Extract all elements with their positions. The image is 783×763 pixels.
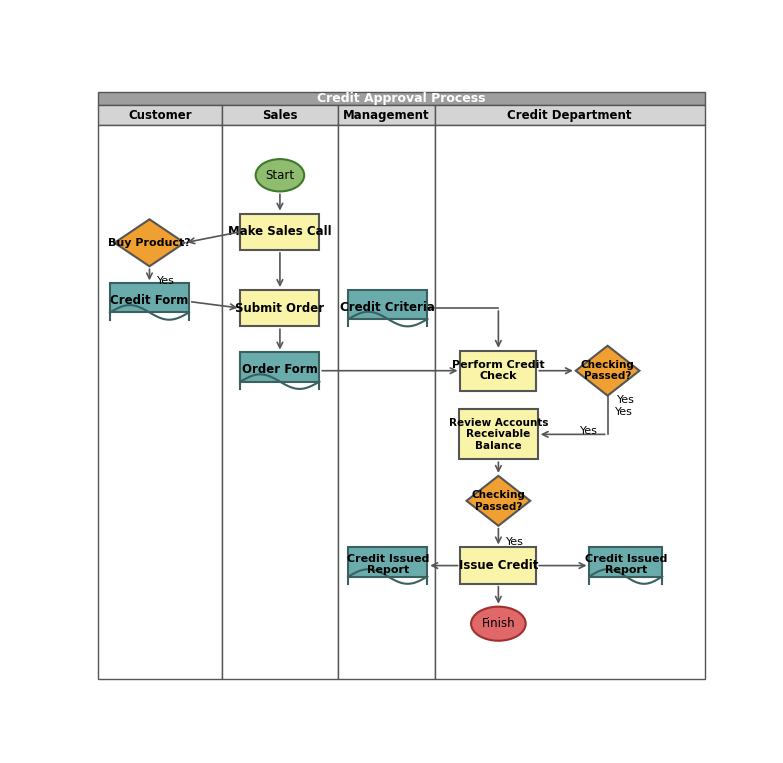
Text: Sales: Sales	[262, 109, 298, 122]
Text: Perform Credit
Check: Perform Credit Check	[452, 360, 545, 382]
Text: Credit Department: Credit Department	[507, 109, 632, 122]
Text: Buy Product?: Buy Product?	[108, 238, 191, 248]
Text: Credit Issued
Report: Credit Issued Report	[585, 554, 667, 575]
Text: Checking
Passed?: Checking Passed?	[581, 360, 634, 382]
Text: Yes: Yes	[157, 275, 175, 285]
FancyBboxPatch shape	[460, 351, 536, 391]
Text: Finish: Finish	[482, 617, 515, 630]
Text: Yes: Yes	[617, 395, 634, 405]
FancyBboxPatch shape	[590, 547, 662, 577]
FancyBboxPatch shape	[459, 410, 538, 459]
FancyBboxPatch shape	[240, 353, 319, 382]
Text: Credit Criteria: Credit Criteria	[341, 301, 435, 314]
Text: Credit Approval Process: Credit Approval Process	[317, 92, 485, 105]
Text: Start: Start	[265, 169, 294, 182]
Text: Yes: Yes	[615, 407, 633, 417]
FancyBboxPatch shape	[348, 290, 428, 319]
FancyBboxPatch shape	[240, 290, 319, 327]
Text: Customer: Customer	[128, 109, 192, 122]
FancyBboxPatch shape	[460, 547, 536, 584]
Polygon shape	[114, 219, 184, 266]
Ellipse shape	[471, 607, 525, 641]
FancyBboxPatch shape	[435, 105, 705, 125]
Text: Management: Management	[343, 109, 429, 122]
FancyBboxPatch shape	[98, 92, 705, 105]
Polygon shape	[576, 346, 640, 396]
Text: Order Form: Order Form	[242, 363, 318, 376]
Polygon shape	[467, 476, 530, 526]
FancyBboxPatch shape	[222, 105, 337, 125]
Text: Make Sales Call: Make Sales Call	[228, 225, 332, 238]
Text: Review Accounts
Receivable
Balance: Review Accounts Receivable Balance	[449, 418, 548, 451]
FancyBboxPatch shape	[348, 547, 428, 577]
FancyBboxPatch shape	[110, 283, 189, 312]
Ellipse shape	[255, 159, 305, 192]
Text: Yes: Yes	[580, 427, 598, 436]
FancyBboxPatch shape	[337, 125, 435, 679]
FancyBboxPatch shape	[435, 125, 705, 679]
FancyBboxPatch shape	[240, 214, 319, 250]
FancyBboxPatch shape	[98, 105, 222, 125]
FancyBboxPatch shape	[98, 125, 222, 679]
FancyBboxPatch shape	[337, 105, 435, 125]
Text: Credit Issued
Report: Credit Issued Report	[347, 554, 429, 575]
Text: Credit Form: Credit Form	[110, 294, 189, 307]
Text: Yes: Yes	[507, 537, 524, 547]
Text: Issue Credit: Issue Credit	[459, 559, 538, 572]
Text: Checking
Passed?: Checking Passed?	[471, 490, 525, 512]
FancyBboxPatch shape	[222, 125, 337, 679]
Text: Submit Order: Submit Order	[236, 301, 324, 314]
